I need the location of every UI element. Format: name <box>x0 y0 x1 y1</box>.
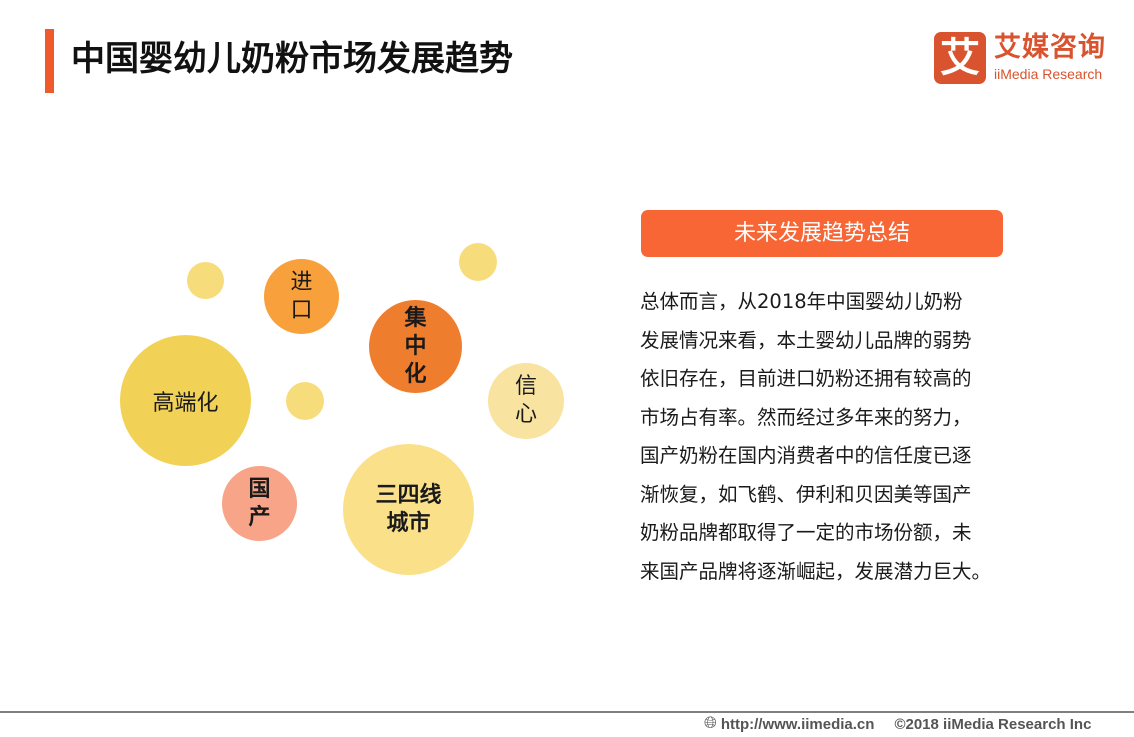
footer-copyright: ©2018 iiMedia Research Inc <box>894 715 1092 733</box>
title-accent-bar <box>45 29 54 93</box>
bubble-label: 化 <box>404 361 427 387</box>
bubble-high-end: 高端化 <box>120 335 251 466</box>
summary-line: 依旧存在，目前进口奶粉还拥有较高的 <box>640 367 972 390</box>
bubble-label: 口 <box>290 297 313 323</box>
summary-line: 发展情况来看，本土婴幼儿品牌的弱势 <box>640 328 972 352</box>
summary-line: 市场占有率。然而经过多年来的努力， <box>640 405 972 429</box>
bubble-label: 三四线 <box>375 482 442 508</box>
bubble-label: 集 <box>404 305 427 331</box>
decorative-bubble <box>187 262 224 299</box>
summary-body: 总体而言，从2018年中国婴幼儿奶粉 发展情况来看，本土婴幼儿品牌的弱势 依旧存… <box>640 283 1030 591</box>
bubble-label: 中 <box>404 333 427 359</box>
logo-name-en: iiMedia Research <box>994 66 1103 82</box>
summary-line: 奶粉品牌都取得了一定的市场份额，未 <box>640 521 972 544</box>
bubble-confidence: 信 心 <box>488 363 564 439</box>
bubble-domestic: 国 产 <box>222 466 297 541</box>
page-title: 中国婴幼儿奶粉市场发展趋势 <box>71 39 513 79</box>
summary-header: 未来发展趋势总结 <box>641 210 1003 257</box>
summary-line: 总体而言，从2018年中国婴幼儿奶粉 <box>640 290 963 313</box>
bubble-label: 国 <box>248 476 271 502</box>
decorative-bubble <box>286 382 324 420</box>
logo-mark-icon: 艾 <box>934 32 986 84</box>
footer-divider <box>0 711 1134 713</box>
summary-line: 渐恢复，如飞鹤、伊利和贝因美等国产 <box>640 482 972 506</box>
bubble-label: 高端化 <box>152 390 219 416</box>
bubble-label: 心 <box>514 402 537 427</box>
bubble-label: 城市 <box>386 510 431 536</box>
bubble-import: 进 口 <box>264 259 339 334</box>
bubble-label: 信 <box>514 374 537 399</box>
globe-icon: 🌐︎ <box>704 715 717 732</box>
bubble-label: 进 <box>290 269 313 295</box>
iimedia-logo: 艾 艾媒咨询 iiMedia Research <box>934 32 1114 84</box>
logo-name-cn: 艾媒咨询 <box>994 32 1106 63</box>
summary-line: 来国产品牌将逐渐崛起，发展潜力巨大。 <box>640 559 992 583</box>
bubble-label: 产 <box>248 504 271 530</box>
footer: 🌐︎ http://www.iimedia.cn ©2018 iiMedia R… <box>704 713 1091 735</box>
bubble-concentration: 集 中 化 <box>369 300 462 393</box>
summary-line: 国产奶粉在国内消费者中的信任度已逐 <box>640 444 972 467</box>
decorative-bubble <box>459 243 497 281</box>
bubble-tier34-cities: 三四线 城市 <box>343 444 474 575</box>
footer-url[interactable]: http://www.iimedia.cn <box>720 715 875 733</box>
